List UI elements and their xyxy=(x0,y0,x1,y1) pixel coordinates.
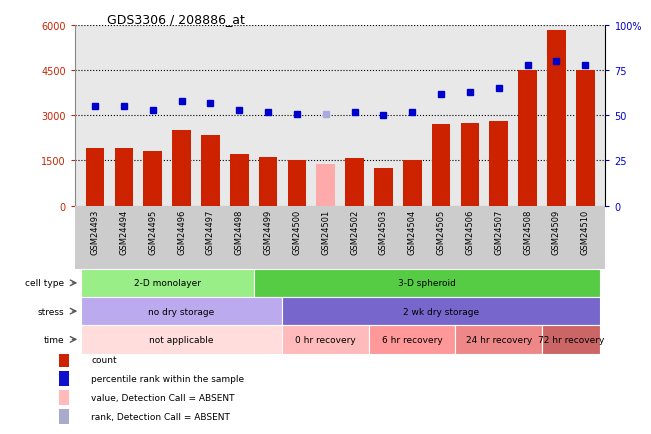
Text: 3-D spheroid: 3-D spheroid xyxy=(398,279,456,288)
Bar xyxy=(81,297,283,326)
Text: GSM24504: GSM24504 xyxy=(408,209,417,254)
Text: GSM24501: GSM24501 xyxy=(321,209,330,254)
Bar xyxy=(59,409,69,424)
Bar xyxy=(172,131,191,206)
Text: GSM24503: GSM24503 xyxy=(379,209,388,255)
Text: GSM24505: GSM24505 xyxy=(437,209,445,254)
Bar xyxy=(490,122,508,206)
Text: GSM24498: GSM24498 xyxy=(235,209,243,255)
Bar xyxy=(86,149,104,206)
Text: GSM24500: GSM24500 xyxy=(292,209,301,254)
Bar xyxy=(258,158,277,206)
Text: GSM24507: GSM24507 xyxy=(494,209,503,255)
Bar xyxy=(374,169,393,206)
Text: GSM24508: GSM24508 xyxy=(523,209,532,255)
Bar xyxy=(81,326,283,354)
Bar xyxy=(345,159,364,206)
Bar xyxy=(460,124,479,206)
Text: GSM24510: GSM24510 xyxy=(581,209,590,254)
Bar xyxy=(115,149,133,206)
Text: no dry storage: no dry storage xyxy=(148,307,215,316)
Text: GSM24497: GSM24497 xyxy=(206,209,215,255)
Bar xyxy=(230,155,249,206)
Bar xyxy=(547,30,566,206)
Text: GSM24502: GSM24502 xyxy=(350,209,359,254)
Bar xyxy=(283,297,600,326)
Text: GSM24494: GSM24494 xyxy=(119,209,128,254)
Bar xyxy=(403,161,422,206)
Bar xyxy=(432,125,450,206)
Bar xyxy=(283,326,369,354)
Bar xyxy=(59,371,69,386)
Text: stress: stress xyxy=(38,307,64,316)
Text: percentile rank within the sample: percentile rank within the sample xyxy=(91,374,244,383)
Text: GSM24496: GSM24496 xyxy=(177,209,186,255)
Text: GSM24499: GSM24499 xyxy=(264,209,273,254)
Text: time: time xyxy=(44,335,64,344)
Bar xyxy=(59,390,69,405)
Bar xyxy=(518,71,537,206)
Bar xyxy=(456,326,542,354)
Bar xyxy=(59,352,69,367)
Text: GSM24509: GSM24509 xyxy=(552,209,561,254)
Text: rank, Detection Call = ABSENT: rank, Detection Call = ABSENT xyxy=(91,412,230,421)
Text: value, Detection Call = ABSENT: value, Detection Call = ABSENT xyxy=(91,393,234,402)
Text: GDS3306 / 208886_at: GDS3306 / 208886_at xyxy=(107,13,245,26)
Bar xyxy=(576,71,594,206)
Bar xyxy=(369,326,456,354)
Text: count: count xyxy=(91,355,117,364)
Text: 0 hr recovery: 0 hr recovery xyxy=(296,335,356,344)
Text: 72 hr recovery: 72 hr recovery xyxy=(538,335,604,344)
Bar xyxy=(542,326,600,354)
Bar xyxy=(316,165,335,206)
Text: cell type: cell type xyxy=(25,279,64,288)
Text: 2-D monolayer: 2-D monolayer xyxy=(133,279,201,288)
Text: not applicable: not applicable xyxy=(149,335,214,344)
Text: GSM24495: GSM24495 xyxy=(148,209,158,254)
Bar xyxy=(143,152,162,206)
Bar xyxy=(81,269,254,297)
Text: 6 hr recovery: 6 hr recovery xyxy=(382,335,443,344)
Text: 24 hr recovery: 24 hr recovery xyxy=(465,335,532,344)
Bar xyxy=(201,135,220,206)
Text: GSM24493: GSM24493 xyxy=(90,209,100,255)
Bar xyxy=(254,269,600,297)
Text: 2 wk dry storage: 2 wk dry storage xyxy=(403,307,479,316)
Text: GSM24506: GSM24506 xyxy=(465,209,475,255)
Bar xyxy=(288,161,306,206)
